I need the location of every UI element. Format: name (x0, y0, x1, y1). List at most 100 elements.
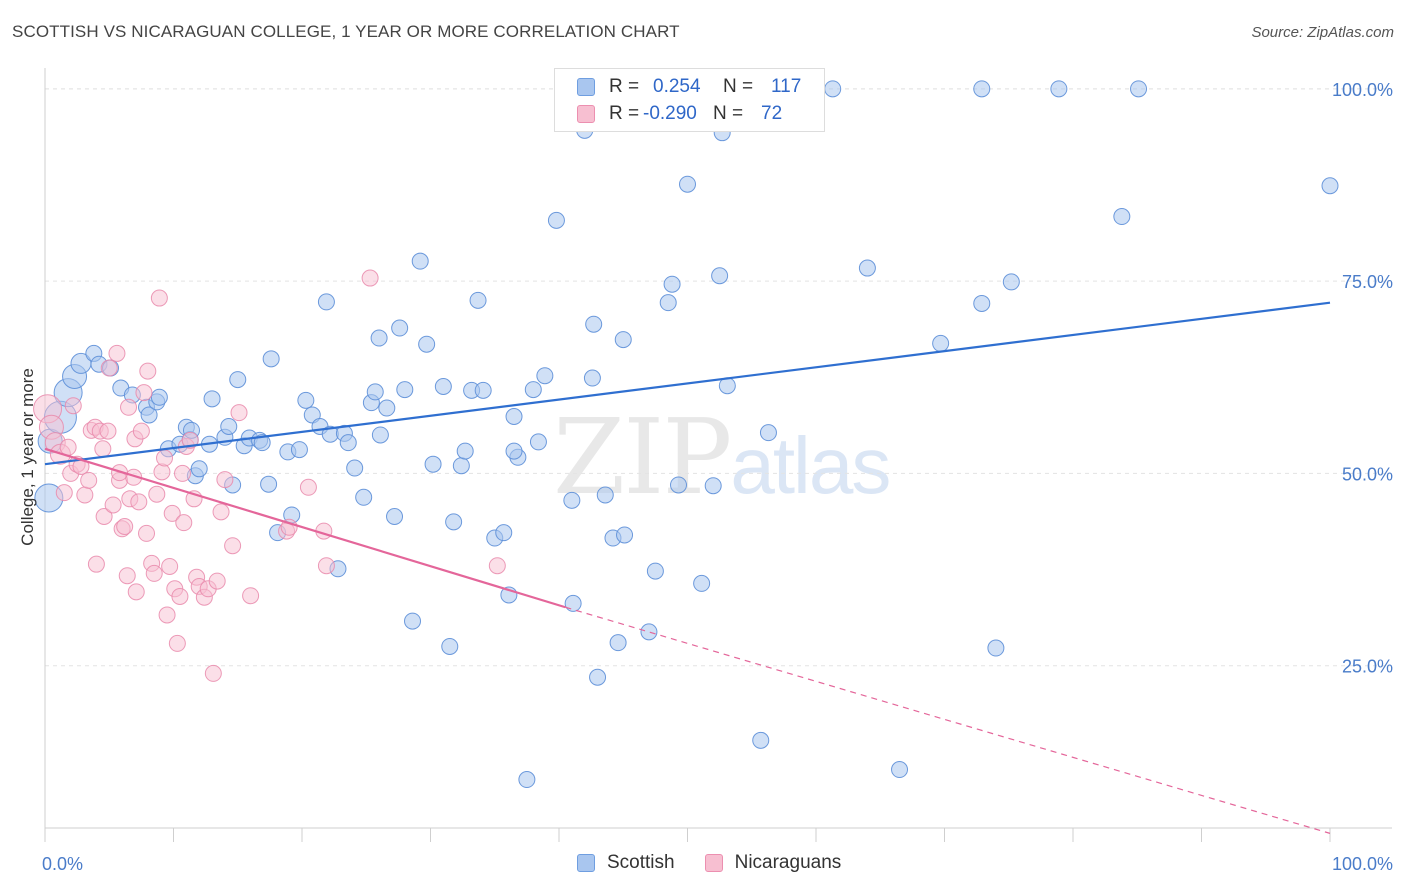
scottish-point (759, 424, 777, 442)
y-tick-label: 50.0% (1342, 464, 1393, 484)
r-label: R = (609, 76, 640, 97)
legend-item-nicaraguans: Nicaraguans (704, 852, 842, 874)
nicaraguan-point (99, 422, 117, 440)
nicaraguan-point (80, 471, 98, 489)
nicaraguan-trend-line (44, 447, 566, 609)
scottish-point (670, 476, 688, 494)
scottish-point (391, 319, 409, 337)
scottish-point (704, 477, 722, 495)
legend-row-nicaraguans: R = -0.290 N = 72 (577, 101, 782, 127)
scottish-point (616, 526, 634, 544)
nicaraguan-point (156, 449, 174, 467)
scottish-point (441, 637, 459, 655)
nicaraguan-point (111, 464, 129, 482)
nicaraguan-point (135, 384, 153, 402)
scottish-point (339, 434, 357, 452)
nicaraguan-point (139, 362, 157, 380)
scottish-point (693, 574, 711, 592)
chart-title: SCOTTISH VS NICARAGUAN COLLEGE, 1 YEAR O… (12, 22, 680, 41)
scottish-point (262, 350, 280, 368)
watermark-zip: ZIP (553, 396, 732, 518)
scottish-point (220, 418, 238, 436)
nicaraguan-point (64, 397, 82, 415)
scottish-point (346, 459, 364, 477)
scottish-point (317, 293, 335, 311)
scottish-point (260, 475, 278, 493)
scottish-point (474, 381, 492, 399)
r-value: -0.290 (643, 103, 697, 124)
r-value: 0.254 (653, 76, 701, 97)
x-tick-label: 0.0% (42, 854, 83, 874)
nicaraguan-point (173, 464, 191, 482)
scottish-point (1050, 80, 1068, 98)
scottish-point (290, 441, 308, 459)
nicaraguan-point (171, 587, 189, 605)
scottish-point (297, 391, 315, 409)
scottish-point (229, 371, 247, 389)
scottish-point (563, 491, 581, 509)
scottish-point (424, 455, 442, 473)
scottish-point (355, 488, 373, 506)
scottish-point (987, 639, 1005, 657)
y-tick-label: 25.0% (1342, 657, 1393, 677)
nicaraguan-point (132, 422, 150, 440)
scottish-point (663, 275, 681, 293)
scottish-point (469, 291, 487, 309)
scottish-point (547, 211, 565, 229)
watermark-atlas: atlas (730, 421, 891, 510)
nicaraguan-point (317, 557, 335, 575)
scottish-point (518, 771, 536, 789)
scottish-point (1130, 80, 1148, 98)
nicaraguan-point (361, 269, 379, 287)
scottish-point (495, 524, 513, 542)
scottish-point (589, 668, 607, 686)
scottish-point (1321, 177, 1339, 195)
scottish-swatch (577, 78, 595, 96)
stats-legend: R = 0.254 N = 117 R = -0.290 N = 72 (554, 68, 825, 132)
nicaraguan-point (94, 440, 112, 458)
y-axis-label: College, 1 year or more (18, 368, 37, 546)
scottish-legend-label: Scottish (607, 852, 675, 873)
nicaraguan-point (116, 517, 134, 535)
n-value: 72 (761, 103, 783, 124)
scottish-point (505, 442, 523, 460)
nicaraguan-point (216, 471, 234, 489)
scottish-point (203, 390, 221, 408)
scottish-point (1002, 273, 1020, 291)
scottish-point (711, 267, 729, 285)
nicaraguan-point (120, 398, 138, 416)
scottish-point (583, 369, 601, 387)
scottish-point (456, 442, 474, 460)
chart-source: Source: ZipAtlas.com (1251, 24, 1394, 41)
nicaraguan-trend-extension (565, 606, 1331, 834)
scottish-legend-swatch (577, 854, 595, 872)
nicaraguan-point (224, 537, 242, 555)
scottish-point (434, 378, 452, 396)
nicaraguan-point (299, 478, 317, 496)
scottish-point (386, 507, 404, 525)
nicaraguan-point (161, 557, 179, 575)
nicaraguan-point (488, 557, 506, 575)
scottish-point (973, 294, 991, 312)
nicaraguan-point (163, 504, 181, 522)
n-label: N = (723, 76, 754, 97)
nicaraguan-point (108, 344, 126, 362)
scottish-point (973, 80, 991, 98)
axes (44, 68, 1392, 842)
nicaraguan-legend-swatch (704, 854, 723, 872)
nicaraguan-point (242, 587, 260, 605)
scottish-point (524, 381, 542, 399)
scottish-point (140, 406, 158, 424)
nicaraguan-point (118, 567, 136, 585)
scottish-point (445, 513, 463, 531)
nicaraguan-point (148, 485, 166, 503)
scottish-point (752, 731, 770, 749)
scottish-point (418, 335, 436, 353)
scottish-point (396, 381, 414, 399)
nicaraguan-point (168, 634, 186, 652)
nicaraguan-legend-label: Nicaraguans (734, 852, 842, 873)
nicaraguan-point (153, 463, 171, 481)
nicaraguan-point (130, 493, 148, 511)
zipatlas-watermark: ZIPatlas (553, 396, 891, 518)
